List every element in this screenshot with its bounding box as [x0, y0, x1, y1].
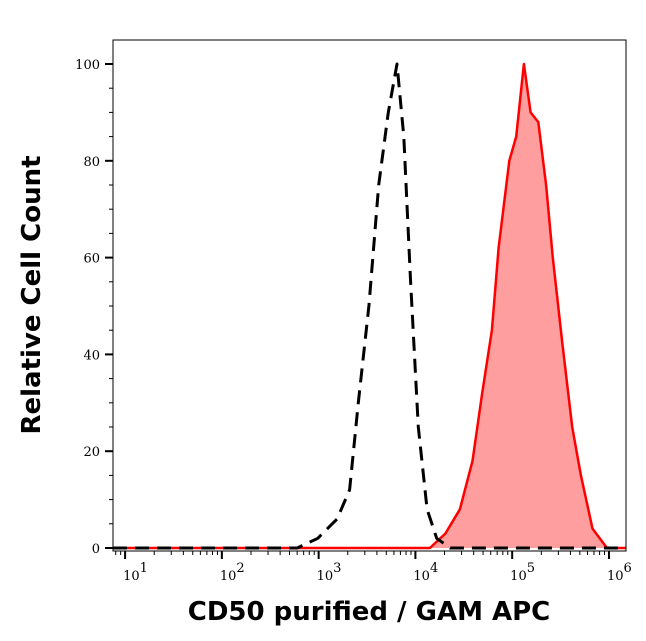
plot-marks — [113, 62, 626, 550]
y-tick-label: 0 — [92, 542, 100, 557]
y-tick-label: 80 — [83, 155, 100, 170]
y-tick-label: 20 — [83, 445, 100, 460]
x-tick-label: 106 — [607, 561, 632, 584]
y-tick-label: 40 — [83, 348, 100, 363]
y-axis-label: Relative Cell Count — [17, 155, 47, 434]
x-tick-label: 101 — [123, 561, 148, 584]
y-tick-label: 100 — [75, 58, 100, 73]
axes: 0 20 40 60 80 100 101 102 103 104 105 106 — [75, 58, 632, 584]
x-tick-label: 103 — [317, 561, 342, 584]
control-histogram-line — [113, 62, 626, 550]
x-tick-label: 102 — [220, 561, 245, 584]
series-fill-area — [113, 64, 626, 548]
sample-histogram-line — [113, 62, 626, 550]
y-tick-label: 60 — [83, 252, 100, 267]
x-axis-label: CD50 purified / GAM APC — [188, 597, 551, 627]
plot-frame — [112, 39, 627, 552]
x-tick-label: 105 — [510, 561, 535, 584]
x-tick-label: 104 — [413, 561, 438, 584]
